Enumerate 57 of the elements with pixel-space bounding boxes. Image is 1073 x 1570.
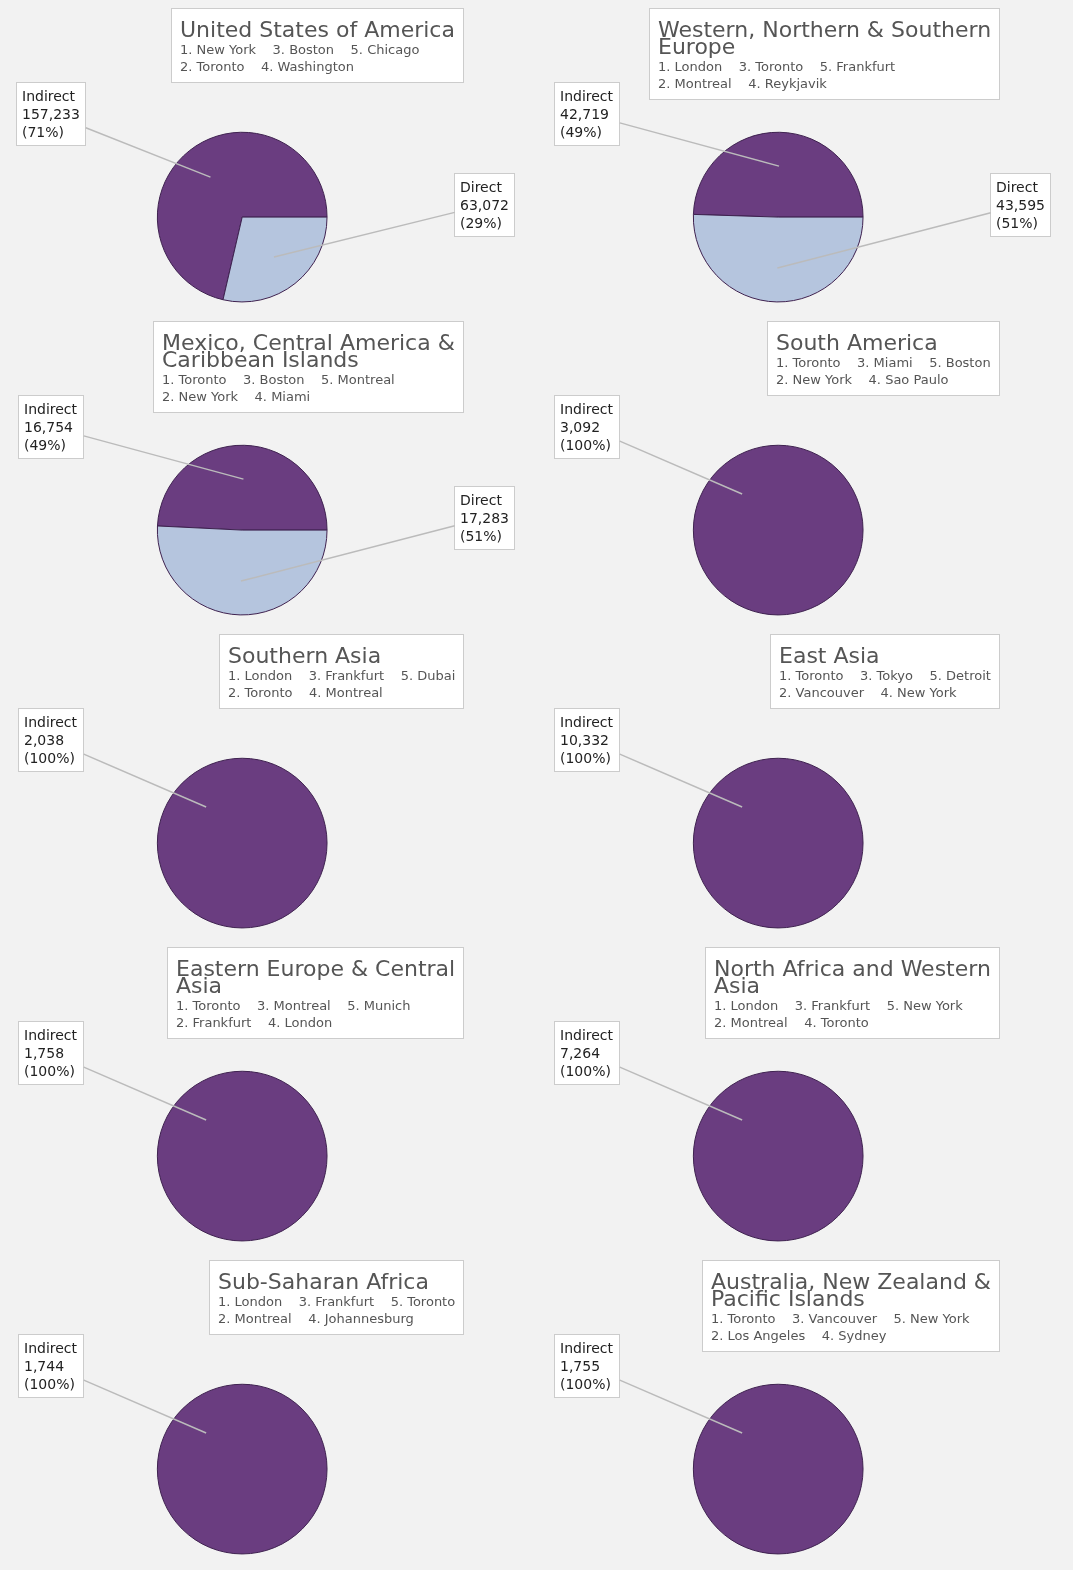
data-label: 3,092 (100%) <box>560 419 611 454</box>
text: 2. New York 4. Sao Paulo <box>776 371 949 387</box>
text: 2. Frankfurt 4. London <box>176 1014 333 1030</box>
text: 2. Toronto 4. Montreal <box>228 684 383 700</box>
chart-title: Southern Asia <box>228 643 382 668</box>
chart-title: Western, Northern & Southern Europe <box>658 17 992 59</box>
chart-title: East Asia <box>779 643 880 668</box>
slice-label: Direct <box>996 179 1039 195</box>
text: 2. Montreal 4. Reykjavik <box>658 75 827 91</box>
chart-title: United States of America <box>180 17 455 42</box>
text: 2. New York 4. Miami <box>162 388 311 404</box>
slice-label: Indirect <box>560 714 614 730</box>
data-label: 10,332 (100%) <box>560 732 611 767</box>
text: 2. Toronto 4. Washington <box>180 58 354 74</box>
data-label: 1,758 (100%) <box>24 1045 75 1080</box>
slice-label: Indirect <box>560 88 614 104</box>
slice-label: Indirect <box>560 401 614 417</box>
text: 1. London 3. Toronto 5. Frankfurt <box>658 58 896 74</box>
text: 1. London 3. Frankfurt 5. New York <box>714 997 963 1013</box>
data-label: 63,072 (29%) <box>460 197 509 232</box>
chart-title: Eastern Europe & Central Asia <box>176 956 456 998</box>
text: 1. Toronto 3. Boston 5. Montreal <box>162 371 395 387</box>
slice-label: Direct <box>460 179 503 195</box>
text: 1. Toronto 3. Montreal 5. Munich <box>176 997 411 1013</box>
text: 2. Vancouver 4. New York <box>779 684 957 700</box>
slice-label: Indirect <box>560 1027 614 1043</box>
slice-label: Indirect <box>24 1340 78 1356</box>
data-label: 16,754 (49%) <box>24 419 74 454</box>
slice-label: Indirect <box>24 714 78 730</box>
chart-title: South America <box>776 330 938 355</box>
chart-title: Australia, New Zealand & Pacific Islands <box>711 1269 992 1311</box>
text: 1. London 3. Frankfurt 5. Toronto <box>218 1293 456 1309</box>
slice-label: Direct <box>460 492 503 508</box>
text: 2. Montreal 4. Johannesburg <box>218 1310 414 1326</box>
slice-label: Indirect <box>22 88 76 104</box>
chart-title: Mexico, Central America & Caribbean Islands <box>162 330 455 372</box>
pie-slice <box>157 131 328 301</box>
text: 2. Montreal 4. Toronto <box>714 1014 869 1030</box>
data-label: 1,755 (100%) <box>560 1358 611 1393</box>
data-label: 2,038 (100%) <box>24 732 75 767</box>
data-label: 7,264 (100%) <box>560 1045 611 1080</box>
slice-label: Indirect <box>24 401 78 417</box>
text: 2. Los Angeles 4. Sydney <box>711 1327 887 1343</box>
data-label: 42,719 (49%) <box>560 106 609 141</box>
text: 1. Toronto 3. Tokyo 5. Detroit <box>779 667 991 683</box>
text: 1. New York 3. Boston 5. Chicago <box>180 41 420 57</box>
slice-label: Indirect <box>560 1340 614 1356</box>
text: 1. Toronto 3. Miami 5. Boston <box>776 354 991 370</box>
data-label: 1,744 (100%) <box>24 1358 75 1393</box>
chart-title: North Africa and Western Asia <box>714 956 991 998</box>
text: 1. London 3. Frankfurt 5. Dubai <box>228 667 456 683</box>
text: 1. Toronto 3. Vancouver 5. New York <box>711 1310 970 1326</box>
data-label: 17,283 (51%) <box>460 510 509 545</box>
chart-title: Sub-Saharan Africa <box>218 1269 429 1294</box>
data-label: 43,595 (51%) <box>996 197 1045 232</box>
data-label: 157,233 (71%) <box>22 106 80 141</box>
slice-label: Indirect <box>24 1027 78 1043</box>
